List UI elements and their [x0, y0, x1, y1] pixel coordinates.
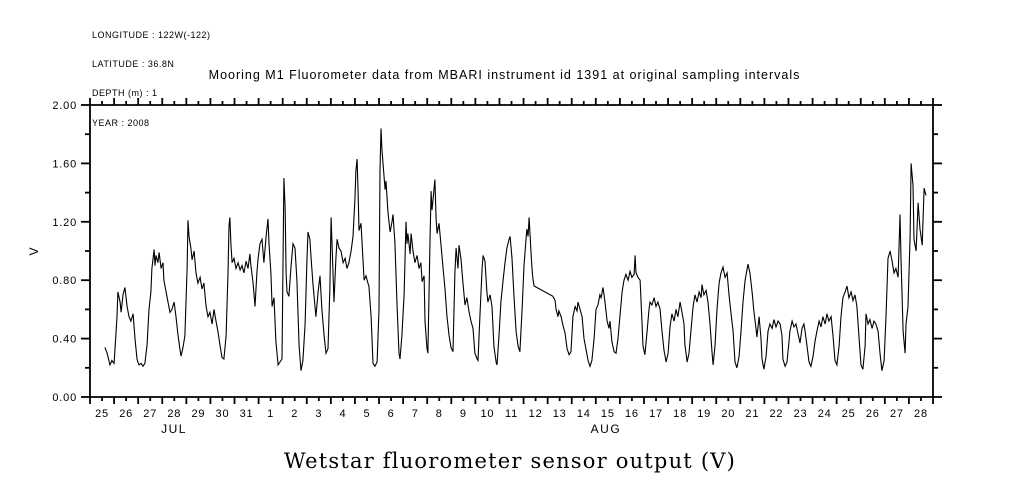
x-tick-label: 11	[505, 408, 518, 420]
x-tick-label: 28	[167, 408, 181, 420]
axes	[81, 98, 942, 404]
x-tick-label: 17	[649, 408, 663, 420]
x-tick-label: 5	[364, 408, 371, 420]
x-tick-label: 27	[890, 408, 904, 420]
y-tick-label: 0.00	[52, 392, 77, 404]
y-tick-label: 1.60	[52, 158, 77, 170]
chart-title: Mooring M1 Fluorometer data from MBARI i…	[208, 68, 801, 82]
x-tick-label: 16	[625, 408, 639, 420]
x-tick-label: 25	[95, 408, 109, 420]
x-tick-label: 25	[842, 408, 856, 420]
x-tick-label: 22	[770, 408, 784, 420]
y-tick-label: 0.40	[52, 334, 77, 346]
x-tick-label: 24	[818, 408, 832, 420]
metadata-latitude: LATITUDE : 36.8N	[92, 58, 175, 69]
metadata-year: YEAR : 2008	[92, 117, 150, 128]
metadata-block: LONGITUDE : 122W(-122) LATITUDE : 36.8N …	[92, 11, 211, 138]
x-tick-label: 2	[291, 408, 298, 420]
x-tick-label: 18	[673, 408, 687, 420]
x-tick-label: 3	[315, 408, 322, 420]
x-tick-label: 7	[412, 408, 419, 420]
x-tick-label: 23	[794, 408, 808, 420]
x-tick-label: 10	[480, 408, 494, 420]
x-month-label: AUG	[591, 422, 622, 436]
x-tick-labels: 25 26 27 28 29 30 31 1 2 3 4 5 6 7 8 9 10 11 12 13 14 15 16 17 1…	[95, 408, 928, 436]
x-tick-label: 19	[697, 408, 711, 420]
series-line	[104, 128, 927, 371]
y-axis-unit-label: V	[27, 246, 41, 255]
x-tick-label: 1	[267, 408, 274, 420]
y-tick-label: 0.80	[52, 275, 77, 287]
y-tick-label: 1.20	[52, 217, 77, 229]
x-month-label: JUL	[161, 422, 187, 436]
x-tick-label: 12	[529, 408, 543, 420]
x-tick-label: 6	[388, 408, 395, 420]
x-tick-label: 13	[553, 408, 567, 420]
x-tick-label: 27	[143, 408, 157, 420]
x-tick-label: 8	[436, 408, 443, 420]
x-tick-label: 29	[191, 408, 205, 420]
x-tick-label: 15	[601, 408, 615, 420]
x-tick-label: 4	[339, 408, 346, 420]
x-tick-label: 26	[119, 408, 133, 420]
x-tick-label: 9	[460, 408, 467, 420]
metadata-longitude: LONGITUDE : 122W(-122)	[92, 29, 211, 40]
x-tick-label: 30	[216, 408, 230, 420]
chart-caption: Wetstar fluorometer sensor output (V)	[284, 449, 736, 473]
x-tick-label: 31	[240, 408, 254, 420]
x-tick-label: 14	[577, 408, 591, 420]
y-tick-labels: 0.00 0.40 0.80 1.20 1.60 2.00	[52, 100, 77, 404]
x-tick-label: 28	[914, 408, 928, 420]
x-tick-label: 21	[745, 408, 759, 420]
y-tick-label: 2.00	[52, 100, 77, 112]
metadata-depth: DEPTH (m) : 1	[92, 88, 158, 99]
x-tick-label: 20	[721, 408, 735, 420]
x-tick-label: 26	[866, 408, 880, 420]
